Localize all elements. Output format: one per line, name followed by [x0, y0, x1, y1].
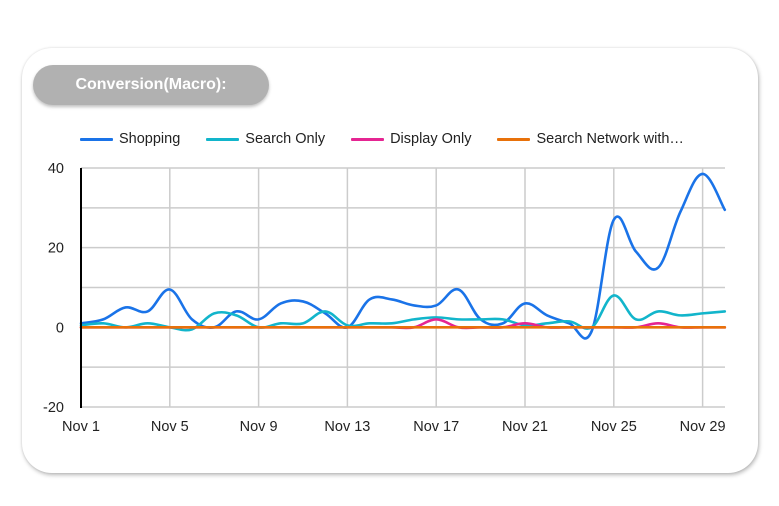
- legend-swatch-search-network: [497, 137, 531, 141]
- legend-label: Display Only: [390, 131, 472, 147]
- chart-legend: Shopping Search Only Display Only Search…: [80, 129, 710, 149]
- legend-label: Search Network with…: [536, 131, 684, 147]
- legend-swatch-search-only: [206, 137, 240, 141]
- legend-label: Search Only: [245, 131, 326, 147]
- legend-swatch-display-only: [351, 137, 385, 141]
- x-tick-label: Nov 29: [680, 419, 726, 435]
- x-axis-labels: Nov 1 Nov 5 Nov 9 Nov 13 Nov 17 Nov 21 Nov 25 N…: [62, 419, 726, 435]
- x-tick-label: Nov 9: [240, 419, 278, 435]
- x-tick-label: Nov 25: [591, 419, 637, 435]
- y-axis-labels: 40 20 0 -20: [43, 161, 64, 416]
- x-tick-label: Nov 1: [62, 419, 100, 435]
- chart-series-lines: [79, 172, 727, 340]
- x-tick-label: Nov 5: [151, 419, 189, 435]
- legend-label: Shopping: [119, 131, 181, 147]
- x-tick-label: Nov 17: [413, 419, 459, 435]
- x-tick-label: Nov 13: [324, 419, 370, 435]
- legend-item-display-only[interactable]: Display Only: [351, 131, 471, 147]
- legend-swatch-shopping: [80, 137, 113, 141]
- legend-item-search-only[interactable]: Search Only: [206, 131, 325, 147]
- y-tick-label: 40: [48, 161, 64, 177]
- legend-item-search-network[interactable]: Search Network with…: [497, 131, 684, 147]
- chart-title: Conversion(Macro):: [75, 76, 227, 93]
- chart-gridlines: [81, 167, 725, 408]
- chart-title-pill: Conversion(Macro):: [33, 65, 269, 105]
- y-tick-label: 0: [56, 320, 64, 336]
- y-tick-label: -20: [43, 400, 64, 416]
- x-tick-label: Nov 21: [502, 419, 548, 435]
- y-tick-label: 20: [48, 241, 64, 257]
- chart-card: [22, 48, 758, 473]
- series-line-shopping[interactable]: [79, 172, 727, 340]
- series-line-search-only[interactable]: [79, 294, 727, 332]
- legend-item-shopping[interactable]: Shopping: [80, 131, 180, 147]
